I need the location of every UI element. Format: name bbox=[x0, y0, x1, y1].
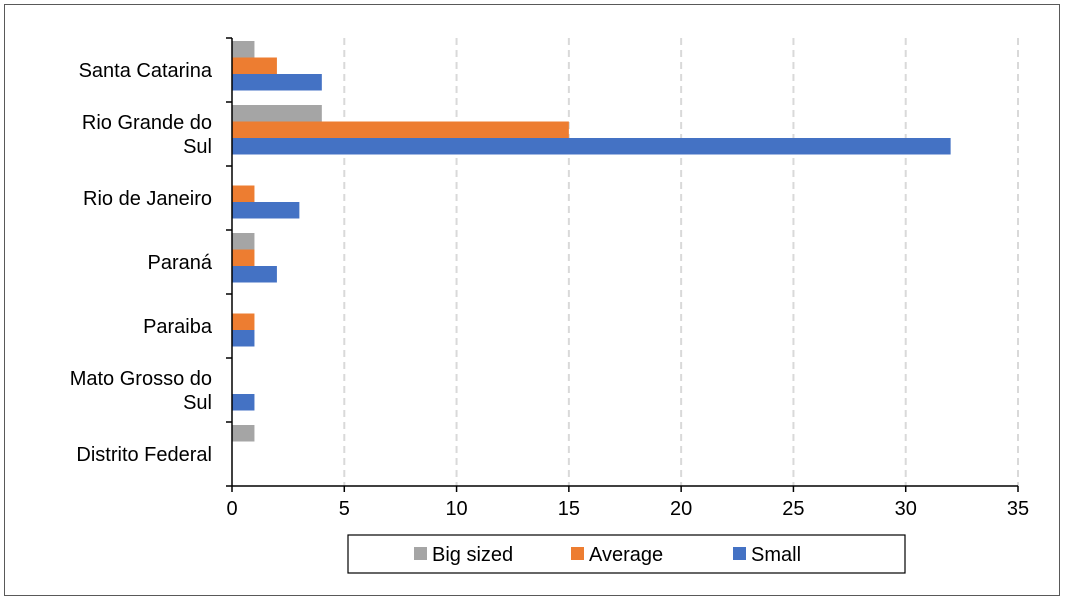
bar-big-sized bbox=[232, 425, 255, 442]
category-label: Santa Catarina bbox=[79, 60, 213, 82]
legend-box bbox=[347, 534, 906, 574]
bar-small bbox=[232, 74, 322, 91]
category-label: Paraiba bbox=[143, 316, 213, 338]
category-label: Paraná bbox=[148, 252, 213, 274]
legend-swatch bbox=[733, 547, 746, 560]
legend-swatch bbox=[414, 547, 427, 560]
legend-swatch bbox=[571, 547, 584, 560]
axes bbox=[226, 37, 1019, 492]
bar-average bbox=[232, 313, 255, 330]
bar-big-sized bbox=[232, 105, 322, 122]
x-tick-label: 15 bbox=[558, 498, 580, 520]
bar-average bbox=[232, 121, 569, 138]
bar-big-sized bbox=[232, 233, 255, 250]
category-label: Mato Grosso do Sul bbox=[70, 368, 212, 414]
chart-frame bbox=[4, 4, 1060, 596]
x-tick-label: 10 bbox=[445, 498, 467, 520]
x-tick-label: 0 bbox=[226, 498, 237, 520]
legend-label: Average bbox=[589, 544, 663, 566]
bar-average bbox=[232, 57, 277, 74]
legend: Big sized Average Small bbox=[347, 534, 906, 574]
bar-small bbox=[232, 202, 300, 219]
category-label: Rio de Janeiro bbox=[83, 188, 212, 210]
x-tick-label: 30 bbox=[895, 498, 917, 520]
bar-small bbox=[232, 330, 255, 347]
bar-small bbox=[232, 394, 255, 411]
bar-small bbox=[232, 266, 277, 283]
bar-small bbox=[232, 138, 951, 155]
tick-labels: 0 5 10 15 20 25 30 35 bbox=[226, 498, 1029, 520]
bar-average bbox=[232, 185, 255, 202]
category-labels: Santa Catarina Rio Grande do Sul Rio de Jan… bbox=[70, 60, 213, 466]
gridlines bbox=[343, 38, 1019, 486]
x-tick-label: 5 bbox=[339, 498, 350, 520]
category-label: Rio Grande do Sul bbox=[82, 112, 212, 158]
category-label: Distrito Federal bbox=[76, 444, 212, 466]
x-tick-label: 35 bbox=[1007, 498, 1029, 520]
x-tick-label: 25 bbox=[782, 498, 804, 520]
legend-label: Big sized bbox=[432, 544, 513, 566]
bar-average bbox=[232, 249, 255, 266]
x-tick-label: 20 bbox=[670, 498, 692, 520]
bars bbox=[232, 41, 951, 442]
legend-label: Small bbox=[751, 544, 801, 566]
bar-big-sized bbox=[232, 41, 255, 58]
